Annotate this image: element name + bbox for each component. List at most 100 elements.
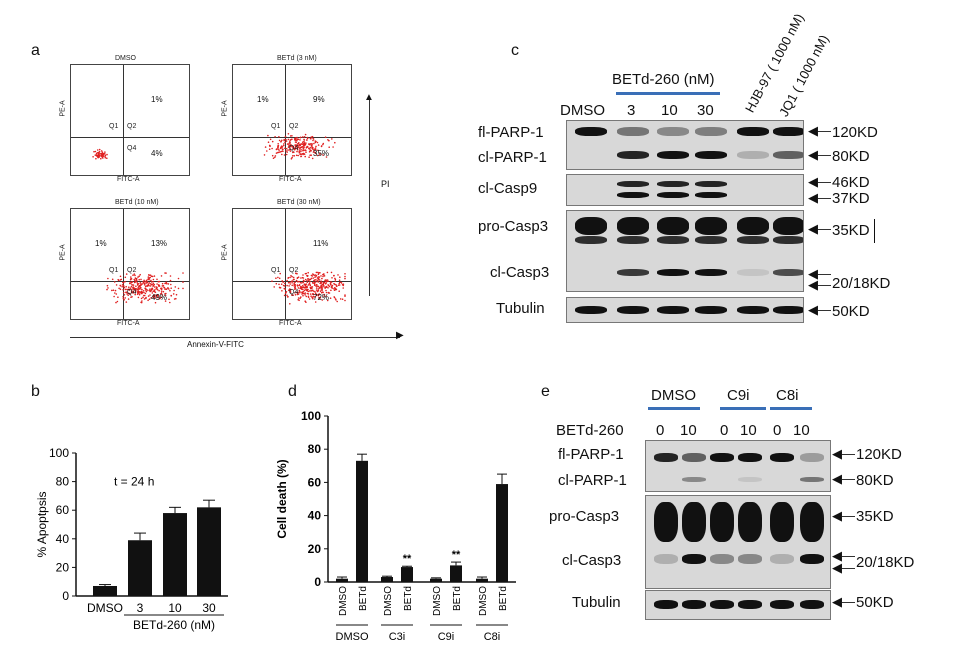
protein-band (737, 217, 769, 235)
e-kd-120: 120KD (856, 446, 902, 463)
blot-tubulin-c (566, 297, 804, 323)
c-kd-35-bar (874, 219, 875, 243)
x-axis-title: BETd-260 (nM) (133, 618, 215, 632)
bar (450, 565, 462, 582)
quadrant-q2-label: Q2 (127, 267, 137, 274)
group-label: C8i (484, 631, 501, 642)
e-group-c8i: C8i (776, 387, 799, 404)
bar (336, 578, 348, 582)
y-tick-label: 20 (308, 542, 322, 556)
c-arrow-50-icon: ◀— (808, 302, 831, 317)
protein-band (773, 151, 803, 159)
e-dose-0b: 0 (720, 422, 729, 439)
c-kd-37: 37KD (832, 190, 870, 207)
y-tick-label: 60 (308, 475, 322, 489)
c-row-cl-casp3: cl-Casp3 (490, 264, 550, 281)
protein-band (682, 600, 706, 609)
x-axis-label: FITC-A (117, 176, 140, 183)
category-label: DMSO (383, 586, 394, 616)
scatter-points (263, 133, 336, 160)
c-arrow-20a-icon: ◀— (808, 266, 831, 281)
x-axis-label: FITC-A (279, 176, 302, 183)
e-group-dmso-underline (648, 407, 700, 410)
category-label: BETd (452, 586, 463, 611)
bar (356, 460, 368, 582)
bar (430, 578, 442, 582)
quadrant-hline (233, 137, 351, 138)
e-arrow-80-icon: ◀— (832, 471, 855, 486)
quadrant-ur-percent: 11% (313, 239, 329, 248)
flow-plot: DMSO 1% 4% Q1 Q2 Q4 PE-A FITC-A (60, 55, 190, 183)
protein-band (773, 236, 803, 244)
flow-plot: BETd (10 nM) 1% 13% 49% Q1 Q2 Q4 PE-A FITC-A (60, 199, 190, 327)
y-tick-label: 60 (56, 503, 70, 517)
protein-band (657, 127, 689, 136)
protein-band (695, 192, 727, 198)
quadrant-q4-label: Q4 (127, 145, 137, 152)
significance-mark: ** (452, 549, 461, 561)
lane-10: 10 (661, 102, 678, 119)
protein-band (770, 600, 794, 609)
protein-band (617, 151, 649, 159)
category-label: 30 (202, 601, 216, 615)
y-tick-label: 20 (56, 560, 70, 574)
category-label: BETd (498, 586, 509, 611)
quadrant-ul-percent: 1% (95, 239, 107, 248)
e-row-fl-parp: fl-PARP-1 (558, 446, 624, 463)
scatter-points (271, 271, 346, 305)
e-group-c9i-underline (720, 407, 766, 410)
e-kd-80: 80KD (856, 472, 894, 489)
quadrant-q2-label: Q2 (127, 123, 137, 130)
c-kd-120: 120KD (832, 124, 878, 141)
flow-plot-title: BETd (3 nM) (277, 55, 317, 62)
group-label: DMSO (336, 631, 369, 642)
e-kd-20-18: 20/18KD (856, 554, 915, 571)
c-kd-80: 80KD (832, 148, 870, 165)
c-row-tubulin: Tubulin (496, 300, 545, 317)
protein-band (657, 181, 689, 187)
c-kd-20-18: 20/18KD (832, 275, 891, 292)
bar (163, 513, 187, 596)
blot-tubulin-e (645, 590, 831, 620)
e-betd-label: BETd-260 (556, 422, 624, 439)
quadrant-ur-percent: 9% (313, 95, 325, 104)
protein-band (710, 502, 734, 542)
quadrant-q1-label: Q1 (271, 123, 281, 130)
y-tick-label: 100 (49, 446, 69, 460)
flow-plot-title: BETd (30 nM) (277, 199, 321, 206)
protein-band (800, 600, 824, 609)
quadrant-ul-percent: 1% (257, 95, 269, 104)
protein-band (737, 269, 769, 276)
quadrant-lr-percent: 35% (313, 149, 330, 158)
quadrant-q2-label: Q2 (289, 267, 299, 274)
c-kd-46: 46KD (832, 174, 870, 191)
protein-band (657, 192, 689, 198)
protein-band (575, 236, 607, 244)
e-dose-0a: 0 (656, 422, 665, 439)
y-axis-label: PE-A (59, 244, 67, 261)
protein-band (657, 236, 689, 244)
bar (381, 577, 393, 582)
y-axis-label: PE-A (59, 100, 67, 117)
protein-band (710, 600, 734, 609)
x-axis-label: FITC-A (279, 320, 302, 327)
lane-3: 3 (627, 102, 636, 119)
protein-band (695, 151, 727, 159)
annexin-axis-arrow (70, 337, 400, 338)
protein-band (695, 269, 727, 276)
e-arrow-20b-icon: ◀— (832, 560, 855, 575)
y-axis-label: PE-A (221, 244, 229, 261)
protein-band (654, 502, 678, 542)
protein-band (657, 269, 689, 276)
quadrant-q2-label: Q2 (289, 123, 299, 130)
blot-casp9 (566, 174, 804, 206)
protein-band (617, 181, 649, 187)
protein-band (770, 502, 794, 542)
pi-arrowhead-icon: ▲ (364, 92, 374, 103)
pi-axis-arrow (369, 100, 370, 296)
protein-band (617, 269, 649, 276)
protein-band (617, 236, 649, 244)
quadrant-q1-label: Q1 (109, 267, 119, 274)
protein-band (682, 554, 706, 564)
lane-30: 30 (697, 102, 714, 119)
